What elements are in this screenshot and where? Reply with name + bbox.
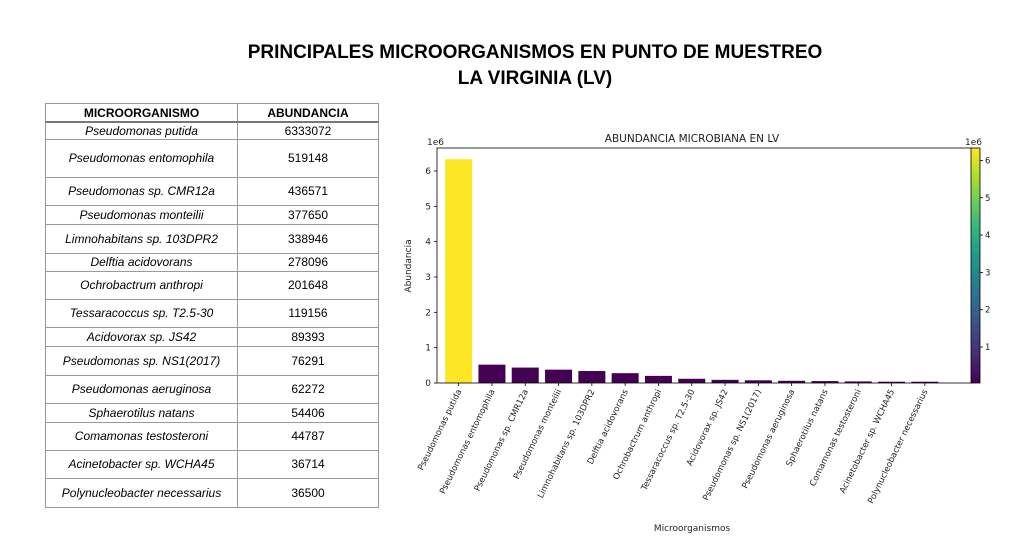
bar bbox=[744, 380, 772, 383]
table-header-row: MICROORGANISMO ABUNDANCIA bbox=[45, 103, 379, 123]
table-row: Pseudomonas monteilii 377650 bbox=[45, 204, 379, 225]
microorganism-name-cell: Delftia acidovorans bbox=[45, 252, 238, 272]
table-row: Pseudomonas sp. NS1(2017) 76291 bbox=[45, 345, 379, 376]
table-row: Comamonas testosteroni 44787 bbox=[45, 421, 379, 451]
x-tick-label: Polynucleobacter necessarius bbox=[866, 387, 930, 505]
microorganism-name-cell: Pseudomonas monteilii bbox=[45, 204, 238, 225]
microorganism-name-cell: Limnohabitans sp. 103DPR2 bbox=[45, 223, 238, 254]
microorganism-name-cell: Pseudomonas entomophila bbox=[45, 138, 238, 178]
bar bbox=[445, 159, 473, 383]
table-row: Delftia acidovorans 278096 bbox=[45, 252, 379, 272]
colorbar-tick-label: 4 bbox=[985, 231, 990, 241]
table-row: Pseudomonas entomophila 519148 bbox=[45, 138, 379, 178]
abundance-value-cell: 201648 bbox=[237, 270, 379, 300]
bar-chart: ABUNDANCIA MICROBIANA EN LV 1e6 Abundanc… bbox=[404, 133, 990, 534]
microorganism-name-cell: Comamonas testosteroni bbox=[45, 421, 238, 451]
bar bbox=[511, 367, 539, 383]
colorbar-offset-label: 1e6 bbox=[965, 138, 982, 148]
microorganism-name-cell: Sphaerotilus natans bbox=[45, 402, 238, 423]
abundance-value-cell: 89393 bbox=[237, 326, 379, 347]
colorbar-tick-label: 1 bbox=[985, 343, 990, 353]
bar bbox=[578, 371, 606, 383]
table-row: Tessaracoccus sp. T2.5-30 119156 bbox=[45, 298, 379, 328]
bar bbox=[778, 380, 806, 383]
bar bbox=[611, 373, 639, 383]
y-tick-label: 5 bbox=[425, 202, 431, 212]
bar bbox=[545, 369, 573, 383]
y-tick-label: 3 bbox=[425, 273, 431, 283]
abundance-value-cell: 36500 bbox=[237, 477, 379, 508]
bar bbox=[711, 379, 739, 383]
microorganism-name-cell: Ochrobactrum anthropi bbox=[45, 270, 238, 300]
bar bbox=[844, 381, 872, 383]
abundance-value-cell: 6333072 bbox=[237, 121, 379, 140]
colorbar-tick-label: 5 bbox=[985, 194, 990, 204]
table-row: Acinetobacter sp. WCHA45 36714 bbox=[45, 449, 379, 479]
table-row: Limnohabitans sp. 103DPR2 338946 bbox=[45, 223, 379, 254]
chart-title: ABUNDANCIA MICROBIANA EN LV bbox=[605, 133, 780, 145]
column-header-microorganism: MICROORGANISMO bbox=[45, 103, 238, 123]
colorbar-tick-label: 2 bbox=[985, 306, 990, 316]
table-row: Pseudomonas aeruginosa 62272 bbox=[45, 374, 379, 404]
abundance-value-cell: 338946 bbox=[237, 223, 379, 254]
table-row: Ochrobactrum anthropi 201648 bbox=[45, 270, 379, 300]
microorganism-name-cell: Polynucleobacter necessarius bbox=[45, 477, 238, 508]
abundance-value-cell: 44787 bbox=[237, 421, 379, 451]
bar bbox=[644, 375, 672, 383]
colorbar-tick-label: 6 bbox=[985, 156, 990, 166]
bar bbox=[878, 381, 906, 383]
x-tick-label: Limnohabitans sp. 103DPR2 bbox=[536, 388, 598, 500]
microorganism-name-cell: Pseudomonas putida bbox=[45, 121, 238, 140]
y-tick-label: 1 bbox=[425, 344, 431, 354]
table-row: Pseudomonas putida 6333072 bbox=[45, 121, 379, 140]
table-row: Acidovorax sp. JS42 89393 bbox=[45, 326, 379, 347]
y-axis-label: Abundancia bbox=[404, 239, 414, 292]
x-tick-label: Pseudomonas sp. NS1(2017) bbox=[701, 388, 764, 502]
colorbar: 1 2 3 4 5 6 bbox=[970, 147, 990, 384]
x-axis-label: Microorganismos bbox=[654, 524, 731, 534]
microorganism-name-cell: Acidovorax sp. JS42 bbox=[45, 326, 238, 347]
y-tick-label: 6 bbox=[425, 167, 431, 177]
bar bbox=[478, 364, 506, 383]
microorganism-name-cell: Pseudomonas sp. NS1(2017) bbox=[45, 345, 238, 376]
y-tick-label: 0 bbox=[425, 379, 431, 389]
colorbar-tick-label: 3 bbox=[985, 268, 990, 278]
microorganism-name-cell: Pseudomonas sp. CMR12a bbox=[45, 176, 238, 206]
microorganism-name-cell: Acinetobacter sp. WCHA45 bbox=[45, 449, 238, 479]
plot-frame bbox=[436, 147, 973, 384]
bar bbox=[911, 381, 939, 383]
abundance-value-cell: 36714 bbox=[237, 449, 379, 479]
microorganism-name-cell: Tessaracoccus sp. T2.5-30 bbox=[45, 298, 238, 328]
column-header-abundance: ABUNDANCIA bbox=[237, 103, 379, 123]
abundance-value-cell: 377650 bbox=[237, 204, 379, 225]
bar bbox=[811, 381, 839, 383]
y-axis-offset-label: 1e6 bbox=[427, 138, 444, 148]
page-title-line1: PRINCIPALES MICROORGANISMOS EN PUNTO DE … bbox=[247, 42, 823, 63]
abundance-value-cell: 54406 bbox=[237, 402, 379, 423]
abundance-table: MICROORGANISMO ABUNDANCIA Pseudomonas pu… bbox=[45, 103, 379, 508]
colorbar-gradient bbox=[970, 147, 981, 384]
microorganism-name-cell: Pseudomonas aeruginosa bbox=[45, 374, 238, 404]
y-tick-label: 4 bbox=[425, 238, 431, 248]
table-row: Pseudomonas sp. CMR12a 436571 bbox=[45, 176, 379, 206]
abundance-value-cell: 76291 bbox=[237, 345, 379, 376]
abundance-value-cell: 62272 bbox=[237, 374, 379, 404]
abundance-value-cell: 519148 bbox=[237, 138, 379, 178]
bar bbox=[678, 378, 706, 383]
abundance-value-cell: 278096 bbox=[237, 252, 379, 272]
table-row: Polynucleobacter necessarius 36500 bbox=[45, 477, 379, 508]
abundance-value-cell: 436571 bbox=[237, 176, 379, 206]
table-row: Sphaerotilus natans 54406 bbox=[45, 402, 379, 423]
page-title: PRINCIPALES MICROORGANISMOS EN PUNTO DE … bbox=[170, 40, 900, 92]
page-title-line2: LA VIRGINIA (LV) bbox=[457, 68, 613, 89]
y-tick-label: 2 bbox=[425, 308, 431, 318]
abundance-value-cell: 119156 bbox=[237, 298, 379, 328]
